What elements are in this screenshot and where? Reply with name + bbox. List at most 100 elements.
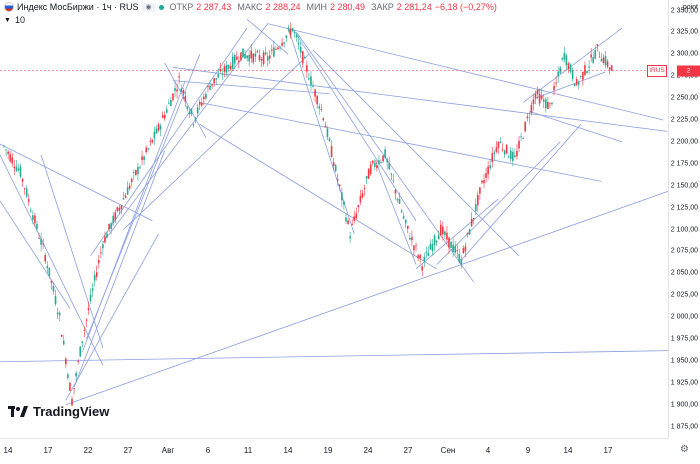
candle-down[interactable]	[21, 178, 24, 182]
candle-down[interactable]	[281, 42, 283, 46]
candle-up[interactable]	[400, 210, 403, 213]
candle-up[interactable]	[388, 163, 391, 170]
candle-up[interactable]	[225, 64, 228, 73]
indicator-legend[interactable]: ▼ 10	[4, 15, 25, 25]
candle-up[interactable]	[32, 215, 34, 220]
candle-down[interactable]	[382, 155, 384, 162]
candle-up[interactable]	[341, 192, 343, 201]
candle-up[interactable]	[458, 254, 461, 263]
candle-down[interactable]	[497, 142, 500, 148]
candle-up[interactable]	[196, 107, 199, 114]
candle-up[interactable]	[374, 162, 376, 168]
candle-up[interactable]	[586, 71, 588, 73]
candle-up[interactable]	[91, 288, 94, 291]
candle-down[interactable]	[526, 116, 529, 119]
candle-up[interactable]	[58, 312, 61, 316]
candle-up[interactable]	[233, 54, 236, 64]
candle-up[interactable]	[221, 74, 224, 76]
candle-up[interactable]	[569, 64, 572, 72]
candle-up[interactable]	[194, 117, 197, 121]
candle-up[interactable]	[507, 156, 510, 158]
candle-down[interactable]	[118, 207, 121, 211]
candle-up[interactable]	[435, 240, 438, 243]
candle-up[interactable]	[509, 150, 512, 159]
candle-down[interactable]	[481, 180, 483, 183]
trendline[interactable]	[461, 124, 582, 261]
candle-up[interactable]	[303, 57, 306, 58]
candle-down[interactable]	[277, 47, 279, 49]
trendline[interactable]	[0, 142, 153, 222]
candle-up[interactable]	[93, 275, 96, 281]
price-scale[interactable]: point 2 350,002 325,002 300,002 275,002 …	[668, 0, 700, 438]
candle-down[interactable]	[256, 51, 259, 53]
candle-up[interactable]	[266, 56, 269, 61]
candle-up[interactable]	[89, 294, 92, 301]
candle-down[interactable]	[363, 188, 366, 190]
candle-up[interactable]	[512, 151, 514, 161]
candle-up[interactable]	[312, 85, 314, 87]
candle-down[interactable]	[157, 124, 160, 131]
candle-up[interactable]	[215, 78, 218, 80]
candle-up[interactable]	[528, 117, 531, 119]
candle-up[interactable]	[520, 136, 522, 138]
candle-down[interactable]	[262, 52, 265, 65]
candle-up[interactable]	[577, 82, 580, 85]
candle-down[interactable]	[332, 162, 335, 166]
candle-down[interactable]	[145, 147, 147, 152]
candle-up[interactable]	[404, 219, 407, 224]
candle-down[interactable]	[322, 118, 325, 121]
candle-down[interactable]	[60, 335, 63, 337]
candle-down[interactable]	[530, 104, 533, 113]
candle-down[interactable]	[268, 55, 271, 59]
candle-down[interactable]	[472, 218, 475, 220]
candle-up[interactable]	[283, 42, 285, 44]
candle-down[interactable]	[536, 89, 539, 95]
candle-down[interactable]	[575, 79, 578, 85]
candle-down[interactable]	[339, 184, 341, 187]
candle-down[interactable]	[608, 67, 611, 70]
candle-up[interactable]	[318, 106, 321, 109]
candle-up[interactable]	[450, 241, 452, 248]
candle-down[interactable]	[23, 188, 26, 190]
candle-up[interactable]	[5, 149, 7, 151]
candle-up[interactable]	[343, 201, 345, 205]
candle-down[interactable]	[596, 44, 599, 46]
trendline[interactable]	[529, 110, 623, 143]
candle-up[interactable]	[565, 55, 568, 66]
candle-down[interactable]	[390, 173, 393, 175]
candle-down[interactable]	[516, 151, 518, 157]
trendline[interactable]	[415, 198, 499, 270]
candle-up[interactable]	[460, 259, 463, 265]
candle-down[interactable]	[419, 254, 421, 259]
candle-down[interactable]	[487, 166, 489, 175]
candle-down[interactable]	[316, 96, 318, 105]
candle-up[interactable]	[328, 138, 331, 141]
candle-up[interactable]	[248, 54, 250, 62]
candle-down[interactable]	[555, 82, 557, 84]
trendline[interactable]	[199, 124, 437, 270]
candle-up[interactable]	[264, 52, 267, 55]
candle-down[interactable]	[95, 272, 98, 277]
candle-down[interactable]	[464, 246, 467, 252]
candle-up[interactable]	[489, 165, 491, 169]
candle-down[interactable]	[250, 50, 253, 59]
candle-down[interactable]	[442, 226, 444, 235]
candle-up[interactable]	[112, 215, 115, 224]
candle-down[interactable]	[547, 101, 549, 110]
candle-down[interactable]	[553, 85, 555, 90]
candle-up[interactable]	[231, 56, 234, 69]
candle-down[interactable]	[149, 141, 152, 143]
candle-down[interactable]	[417, 255, 419, 259]
candle-down[interactable]	[27, 199, 30, 202]
candle-down[interactable]	[104, 236, 106, 243]
candle-up[interactable]	[17, 168, 20, 171]
candle-down[interactable]	[65, 358, 67, 365]
candle-up[interactable]	[398, 199, 401, 204]
candle-down[interactable]	[275, 48, 277, 50]
trendline[interactable]	[90, 27, 248, 257]
candle-up[interactable]	[378, 160, 380, 164]
trendline[interactable]	[535, 71, 606, 99]
candle-up[interactable]	[592, 57, 594, 63]
candle-down[interactable]	[582, 71, 584, 80]
trendline[interactable]	[287, 27, 355, 235]
